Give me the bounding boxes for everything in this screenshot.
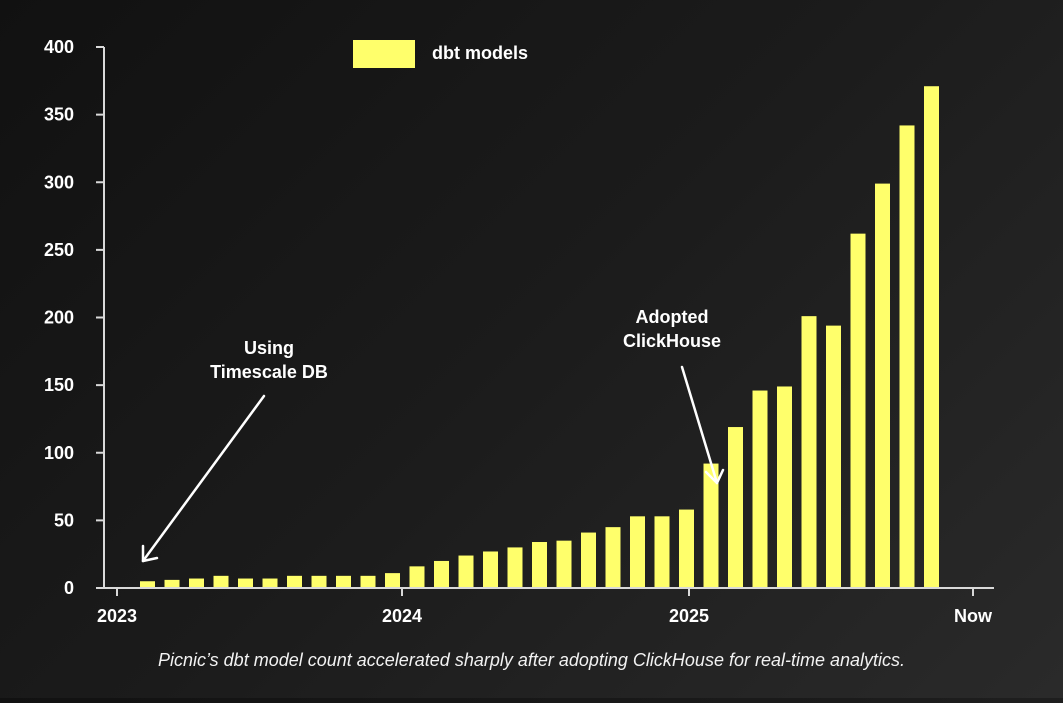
y-tick-label: 100 [44, 443, 74, 463]
x-tick-label: Now [954, 606, 993, 626]
bar [336, 575, 351, 588]
bar [287, 575, 302, 588]
y-tick-label: 400 [44, 37, 74, 57]
y-tick-label: 0 [64, 578, 74, 598]
bar [238, 578, 253, 588]
bar [213, 575, 229, 588]
x-tick-label: 2025 [669, 606, 709, 626]
y-tick-label: 250 [44, 240, 74, 260]
bar [605, 527, 621, 588]
bar [532, 542, 547, 588]
bar [850, 233, 866, 588]
chart-caption: Picnic’s dbt model count accelerated sha… [157, 650, 906, 670]
bar [189, 578, 204, 588]
annotation-timescale-line1: Using [244, 338, 294, 358]
bar [262, 578, 278, 588]
x-ticks-group: 2023 2024 2025 Now [97, 588, 993, 626]
timescale-arrow-head-icon [141, 544, 159, 563]
bar [385, 573, 400, 588]
clickhouse-arrow-head-icon [704, 468, 725, 485]
clickhouse-arrow-line [680, 365, 719, 485]
x-tick-label: 2023 [97, 606, 137, 626]
y-tick-label: 150 [44, 375, 74, 395]
annotation-clickhouse-line1: Adopted [636, 307, 709, 327]
legend-label: dbt models [432, 43, 528, 63]
bar [630, 516, 645, 588]
y-tick-label: 300 [44, 172, 74, 192]
plot-group [140, 86, 939, 588]
legend-swatch [353, 40, 415, 68]
timescale-arrow-line [141, 394, 266, 563]
y-ticks-group: 0 50 100 150 200 250 300 350 400 [44, 37, 104, 598]
bar [924, 86, 939, 588]
bar [556, 540, 572, 588]
bar [581, 532, 596, 588]
bar [507, 547, 523, 588]
bar [164, 579, 180, 588]
bar [752, 390, 768, 588]
bar [679, 509, 694, 588]
bar [409, 566, 425, 588]
legend: dbt models [353, 40, 528, 68]
bar [483, 551, 498, 588]
bar [777, 386, 792, 588]
bar [654, 516, 670, 588]
y-tick-label: 200 [44, 308, 74, 328]
bar [899, 125, 915, 588]
annotation-timescale-line2: Timescale DB [210, 362, 328, 382]
annotation-clickhouse: Adopted ClickHouse [623, 307, 725, 485]
bar [458, 555, 474, 588]
bar [140, 581, 155, 588]
bar [801, 316, 817, 588]
y-tick-label: 350 [44, 105, 74, 125]
bar [728, 427, 743, 588]
bar [703, 463, 719, 588]
bar [826, 325, 841, 588]
annotation-clickhouse-line2: ClickHouse [623, 331, 721, 351]
bar [875, 183, 890, 588]
bar [311, 575, 327, 588]
y-tick-label: 50 [54, 510, 74, 530]
annotation-timescale: Using Timescale DB [141, 338, 328, 563]
bar [434, 560, 449, 588]
x-tick-label: 2024 [382, 606, 422, 626]
bar [360, 575, 376, 588]
